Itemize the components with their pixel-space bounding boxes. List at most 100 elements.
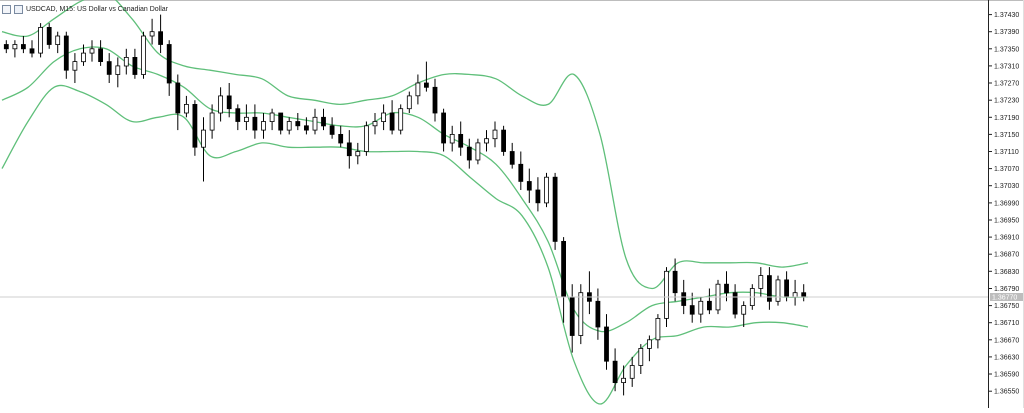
candle-bear	[389, 112, 395, 131]
candle-bull	[741, 305, 747, 315]
price-tick-label: 1.36670	[994, 337, 1019, 344]
candle-bull	[698, 300, 704, 315]
candle-bear	[338, 133, 344, 144]
candle-bear	[535, 189, 541, 204]
candle-bear	[29, 48, 35, 54]
price-tick-label: 1.37310	[994, 63, 1019, 70]
candle-bear	[732, 292, 738, 315]
chart-check-icon[interactable]	[14, 4, 23, 14]
chart-header: USDCAD, M15: US Dollar vs Canadian Dolla…	[2, 3, 168, 15]
current-price-box	[990, 293, 1023, 301]
current-price-label: 1.36770	[992, 295, 1017, 302]
candle-bear	[466, 146, 472, 161]
chart-title: USDCAD, M15: US Dollar vs Canadian Dolla…	[26, 5, 169, 13]
price-tick-label: 1.36590	[994, 372, 1019, 379]
price-tick-label: 1.37230	[994, 98, 1019, 105]
candle-bear	[226, 95, 232, 110]
candle-bull	[449, 133, 455, 144]
candle-bear	[158, 31, 164, 45]
candle-bear	[303, 125, 309, 131]
candle-bear	[518, 163, 524, 182]
candle-bear	[20, 44, 26, 50]
candle-bull	[372, 121, 378, 127]
candle-bull	[149, 31, 155, 37]
candle-bull	[792, 292, 798, 298]
candle-bear	[252, 116, 258, 131]
candle-bull	[355, 151, 361, 157]
candle-bear	[501, 129, 507, 152]
price-tick-label: 1.36910	[994, 235, 1019, 242]
candle-bear	[166, 44, 172, 84]
candle-bear	[235, 108, 241, 122]
candle-bull	[415, 82, 421, 97]
price-tick-label: 1.37430	[994, 12, 1019, 19]
price-axis: 1.37430 1.37390 1.37350 1.37310 1.37270 1.372…	[988, 12, 1023, 396]
price-tick-label: 1.36870	[994, 252, 1019, 259]
candle-bull	[243, 116, 249, 123]
candle-bear	[46, 26, 52, 45]
candle-bull	[578, 292, 584, 336]
candle-bull	[218, 95, 224, 114]
candle-bear	[552, 176, 558, 242]
candle-bear	[672, 270, 678, 294]
candle-bear	[509, 151, 515, 165]
price-tick-label: 1.37390	[994, 29, 1019, 36]
candle-bull	[72, 61, 78, 71]
candle-bull	[363, 125, 369, 152]
candle-bear	[423, 82, 429, 88]
candle-bull	[123, 57, 129, 67]
chart-window-icon[interactable]	[2, 4, 11, 14]
candle-bear	[724, 283, 729, 294]
candle-bull	[201, 129, 206, 148]
price-tick-label: 1.36790	[994, 286, 1019, 293]
candle-bull	[664, 270, 669, 319]
candle-bull	[475, 142, 481, 161]
candle-bull	[312, 116, 318, 131]
price-tick-label: 1.37110	[994, 149, 1019, 156]
price-tick-label: 1.36990	[994, 200, 1019, 207]
candle-bull	[209, 112, 215, 131]
candle-bear	[278, 112, 284, 131]
candle-bear	[192, 104, 198, 148]
candle-bull	[12, 44, 18, 50]
candle-bull	[406, 95, 412, 110]
candle-bull	[269, 112, 275, 123]
candle-bull	[647, 339, 652, 349]
price-tick-label: 1.36950	[994, 218, 1019, 225]
candlesticks	[3, 14, 807, 396]
candle-bull	[141, 35, 146, 75]
candle-bear	[98, 48, 103, 62]
candle-bull	[115, 65, 121, 75]
price-tick-label: 1.37030	[994, 183, 1019, 190]
candle-bear	[132, 57, 138, 75]
candle-bull	[655, 317, 661, 341]
candle-bear	[604, 326, 609, 362]
candle-bear	[526, 181, 532, 191]
candle-bull	[492, 129, 498, 140]
candle-bull	[758, 275, 764, 289]
price-tick-label: 1.37270	[994, 81, 1019, 88]
candle-bull	[261, 121, 266, 131]
candle-bear	[689, 305, 695, 315]
candle-bear	[3, 44, 9, 50]
bollinger-bands	[1, 0, 809, 405]
candle-bull	[638, 347, 644, 366]
price-tick-label: 1.36830	[994, 269, 1019, 276]
candle-bear	[346, 142, 352, 157]
candle-bear	[784, 279, 789, 298]
symbol-label: USDCAD	[26, 5, 56, 13]
band-upper-line	[1, 0, 809, 290]
candle-bull	[183, 104, 189, 114]
candle-bull	[544, 176, 549, 204]
band-lower-line	[1, 84, 809, 405]
candle-bear	[612, 360, 618, 384]
candle-bull	[629, 365, 635, 379]
candle-bear	[329, 125, 335, 135]
price-tick-label: 1.36630	[994, 354, 1019, 361]
timeframe-label: M15	[59, 5, 74, 13]
price-tick-label: 1.37150	[994, 132, 1019, 139]
price-tick-label: 1.36550	[994, 389, 1019, 396]
price-tick-label: 1.36750	[994, 303, 1019, 310]
